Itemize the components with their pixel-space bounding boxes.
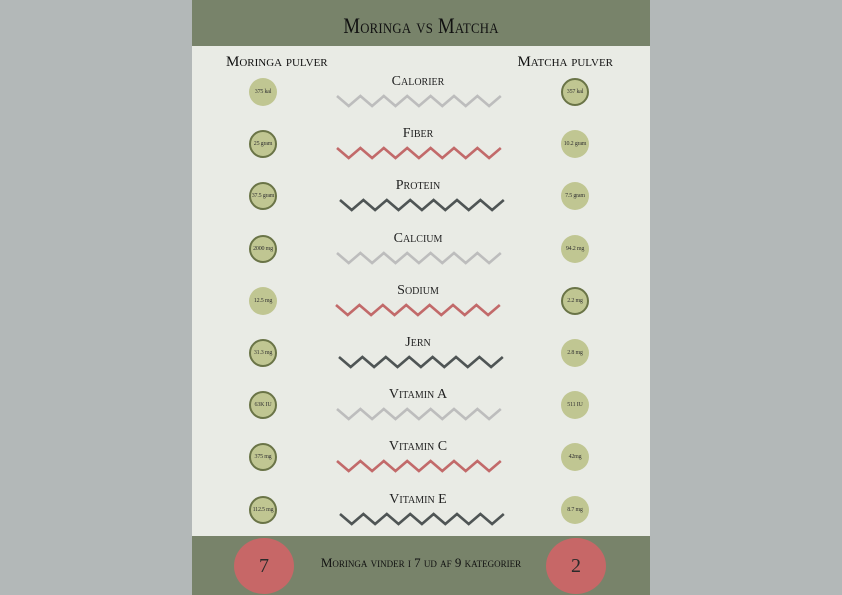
- category-label: Sodium: [397, 282, 439, 298]
- matcha-score-badge: 2: [546, 538, 606, 594]
- category-label: Protein: [395, 178, 441, 194]
- comparison-row: 63K IU Vitamin A 511 IU: [192, 383, 650, 435]
- zigzag-divider: [336, 94, 502, 108]
- summary-text: Moringa vinder i 7 ud af 9 kategorier: [320, 555, 522, 570]
- moringa-value-badge: 375 kal: [249, 78, 277, 106]
- matcha-value-badge: 357 kal: [561, 78, 589, 106]
- category-label: Fiber: [402, 126, 434, 142]
- zigzag-divider: [339, 511, 505, 526]
- matcha-value-badge: 7.5 gram: [561, 182, 589, 211]
- moringa-column-header: Moringa pulver: [226, 54, 328, 70]
- zigzag-divider: [336, 146, 502, 160]
- matcha-value-badge: 8.7 mg: [561, 495, 589, 524]
- matcha-value-badge: 42mg: [561, 443, 589, 472]
- moringa-value-badge: 375 mg: [249, 443, 277, 472]
- category-label: Vitamin C: [388, 439, 448, 455]
- matcha-value-badge: 511 IU: [561, 391, 589, 420]
- comparison-row: 375 kal Calorier 357 kal: [192, 70, 650, 122]
- moringa-value-badge: 12.5 mg: [249, 286, 277, 315]
- category-label: Calorier: [391, 74, 445, 89]
- zigzag-divider: [338, 355, 504, 369]
- matcha-value-badge: 10.2 gram: [561, 130, 589, 159]
- zigzag-divider: [335, 303, 501, 317]
- title-banner: Moringa vs Matcha: [192, 0, 650, 46]
- zigzag-divider: [336, 407, 502, 421]
- comparison-row: 12.5 mg Sodium 2.2 mg: [192, 279, 650, 331]
- moringa-value-badge: 2000 mg: [249, 234, 277, 263]
- page-title: Moringa vs Matcha: [343, 13, 499, 38]
- matcha-value-badge: 94.2 mg: [561, 234, 589, 263]
- comparison-row: 375 mg Vitamin C 42mg: [192, 435, 650, 487]
- matcha-value-badge: 2.8 mg: [561, 339, 589, 367]
- matcha-column-header: Matcha pulver: [517, 54, 613, 70]
- zigzag-divider: [336, 459, 502, 474]
- moringa-score-badge: 7: [234, 538, 294, 594]
- comparison-row: 112.5 mg Vitamin E 8.7 mg: [192, 488, 650, 540]
- category-label: Vitamin E: [389, 491, 447, 507]
- zigzag-divider: [336, 250, 502, 265]
- moringa-value-badge: 37.5 gram: [249, 182, 277, 211]
- matcha-value-badge: 2.2 mg: [561, 286, 589, 315]
- comparison-row: 31.3 mg Jern 2.8 mg: [192, 331, 650, 383]
- moringa-value-badge: 31.3 mg: [249, 339, 277, 367]
- comparison-row: 37.5 gram Protein 7.5 gram: [192, 174, 650, 226]
- moringa-value-badge: 112.5 mg: [249, 495, 277, 524]
- footer-banner: 7 Moringa vinder i 7 ud af 9 kategorier …: [192, 536, 650, 595]
- comparison-row: 2000 mg Calcium 94.2 mg: [192, 227, 650, 279]
- infographic-poster: Moringa vs Matcha Moringa pulver Matcha …: [192, 0, 650, 595]
- category-label: Calcium: [393, 230, 443, 246]
- comparison-row: 25 gram Fiber 10.2 gram: [192, 122, 650, 174]
- category-label: Vitamin A: [388, 387, 448, 403]
- moringa-value-badge: 25 gram: [249, 130, 277, 159]
- zigzag-divider: [339, 198, 505, 213]
- moringa-value-badge: 63K IU: [249, 391, 277, 420]
- category-label: Jern: [405, 335, 431, 350]
